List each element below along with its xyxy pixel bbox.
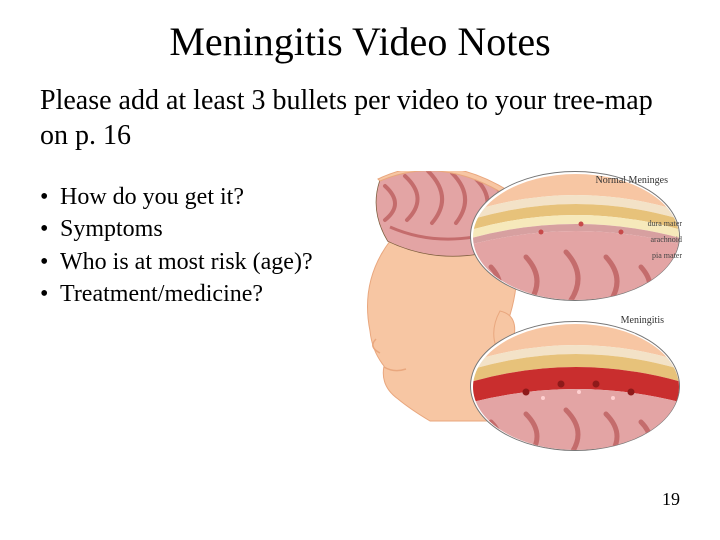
bullet-text: Treatment/medicine? xyxy=(60,278,263,310)
list-item: •How do you get it? xyxy=(40,181,360,213)
layer-label-dura: dura mater xyxy=(648,219,682,228)
content-row: •How do you get it? •Symptoms •Who is at… xyxy=(40,181,680,461)
panel-normal-label: Normal Meninges xyxy=(596,175,669,186)
slide-subtitle: Please add at least 3 bullets per video … xyxy=(40,83,680,153)
bullet-text: Symptoms xyxy=(60,213,163,245)
list-item: •Treatment/medicine? xyxy=(40,278,360,310)
layer-label-pia: pia mater xyxy=(652,251,682,260)
slide-title: Meningitis Video Notes xyxy=(40,18,680,65)
panel-meningitis-label: Meningitis xyxy=(621,315,664,326)
layer-label-arachnoid: arachnoid xyxy=(650,235,682,244)
anatomy-figure: Normal Meninges dura mater arachnoid pia… xyxy=(360,181,680,461)
bullet-list: •How do you get it? •Symptoms •Who is at… xyxy=(40,181,360,311)
slide: Meningitis Video Notes Please add at lea… xyxy=(0,0,720,540)
bullet-text: Who is at most risk (age)? xyxy=(60,246,313,278)
bullet-text: How do you get it? xyxy=(60,181,244,213)
panel-meningitis xyxy=(470,321,680,451)
list-item: •Symptoms xyxy=(40,213,360,245)
inflamed-layers xyxy=(471,322,681,452)
page-number: 19 xyxy=(662,489,680,510)
panel-normal xyxy=(470,171,680,301)
list-item: •Who is at most risk (age)? xyxy=(40,246,360,278)
